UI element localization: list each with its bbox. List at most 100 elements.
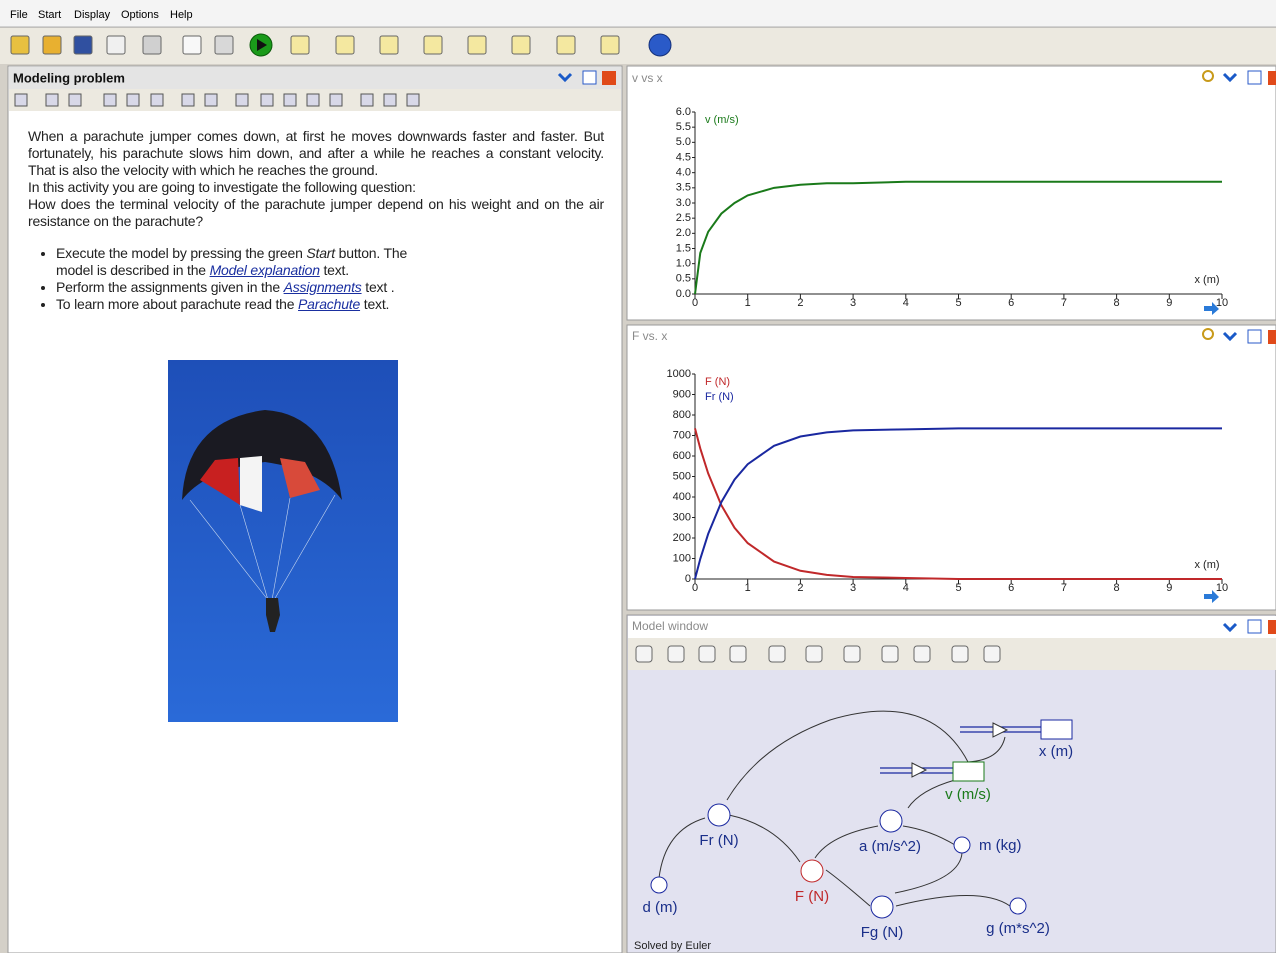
menu-item[interactable]: Start	[38, 9, 61, 21]
panel-title: Modeling problem	[13, 70, 125, 85]
legend-label: v (m/s)	[705, 114, 739, 126]
model-button[interactable]	[668, 646, 684, 662]
y-tick-label: 5.0	[676, 136, 691, 148]
model-button[interactable]	[699, 646, 715, 662]
link[interactable]: Parachute	[298, 296, 360, 312]
x-tick-label: 6	[1008, 297, 1014, 309]
x-tick-label: 9	[1166, 582, 1172, 594]
x-tick-label: 8	[1114, 582, 1120, 594]
y-tick-label: 6.0	[676, 106, 691, 118]
help-button[interactable]	[649, 34, 671, 56]
format-button[interactable]	[151, 94, 163, 106]
toolbar-button[interactable]	[601, 36, 619, 54]
close-button[interactable]	[602, 71, 616, 85]
toolbar-button[interactable]	[380, 36, 398, 54]
toolbar-button[interactable]	[291, 36, 309, 54]
y-tick-label: 1000	[667, 368, 691, 380]
toolbar-button[interactable]	[107, 36, 125, 54]
bullet-list: Execute the model by pressing the green …	[28, 245, 436, 313]
toolbar-button[interactable]	[74, 36, 92, 54]
close-button[interactable]	[1268, 71, 1276, 85]
menu-item[interactable]: Help	[170, 9, 193, 21]
x-tick-label: 10	[1216, 582, 1228, 594]
maximize-button[interactable]	[1248, 71, 1261, 84]
format-button[interactable]	[261, 94, 273, 106]
link[interactable]: Model explanation	[210, 262, 320, 278]
format-button[interactable]	[407, 94, 419, 106]
model-button[interactable]	[882, 646, 898, 662]
format-button[interactable]	[127, 94, 139, 106]
toolbar-button[interactable]	[143, 36, 161, 54]
variable	[708, 804, 730, 826]
format-button[interactable]	[307, 94, 319, 106]
model-button[interactable]	[806, 646, 822, 662]
stock	[953, 762, 984, 781]
y-tick-label: 200	[673, 532, 691, 544]
chart-panel	[627, 325, 1276, 610]
node-label: d (m)	[643, 899, 678, 916]
y-tick-label: 900	[673, 388, 691, 400]
toolbar-button[interactable]	[215, 36, 233, 54]
constant	[1010, 898, 1026, 914]
format-button[interactable]	[384, 94, 396, 106]
toolbar-button[interactable]	[557, 36, 575, 54]
format-button[interactable]	[361, 94, 373, 106]
model-button[interactable]	[844, 646, 860, 662]
x-tick-label: 2	[797, 297, 803, 309]
node-label: Fg (N)	[861, 924, 904, 941]
model-button[interactable]	[984, 646, 1000, 662]
link[interactable]: Assignments	[284, 279, 362, 295]
canopy-stripe	[240, 456, 262, 512]
chart-panel	[627, 66, 1276, 320]
node-label: m (kg)	[979, 837, 1022, 854]
maximize-button[interactable]	[1248, 330, 1261, 343]
variable	[880, 810, 902, 832]
toolbar-button[interactable]	[43, 36, 61, 54]
bullet: To learn more about parachute read the P…	[56, 296, 436, 313]
variable	[871, 896, 893, 918]
paragraph: When a parachute jumper comes down, at f…	[28, 128, 604, 179]
text: text .	[362, 279, 395, 295]
x-tick-label: 4	[903, 582, 909, 594]
problem-text: When a parachute jumper comes down, at f…	[28, 128, 604, 313]
format-button[interactable]	[69, 94, 81, 106]
menu-item[interactable]: File	[10, 9, 28, 21]
x-tick-label: 0	[692, 297, 698, 309]
toolbar-button[interactable]	[424, 36, 442, 54]
format-button[interactable]	[104, 94, 116, 106]
node-label: x (m)	[1039, 743, 1073, 760]
toolbar-button[interactable]	[11, 36, 29, 54]
model-button[interactable]	[769, 646, 785, 662]
toolbar-button[interactable]	[183, 36, 201, 54]
y-tick-label: 0.0	[676, 288, 691, 300]
format-button[interactable]	[236, 94, 248, 106]
y-tick-label: 3.0	[676, 197, 691, 209]
menu-item[interactable]: Display	[74, 9, 111, 21]
format-button[interactable]	[15, 94, 27, 106]
model-button[interactable]	[914, 646, 930, 662]
paragraph: In this activity you are going to invest…	[28, 179, 604, 196]
x-tick-label: 9	[1166, 297, 1172, 309]
maximize-button[interactable]	[583, 71, 596, 84]
toolbar-button[interactable]	[512, 36, 530, 54]
format-button[interactable]	[284, 94, 296, 106]
format-button[interactable]	[182, 94, 194, 106]
maximize-button[interactable]	[1248, 620, 1261, 633]
toolbar-button[interactable]	[468, 36, 486, 54]
format-button[interactable]	[205, 94, 217, 106]
model-button[interactable]	[636, 646, 652, 662]
toolbar-button[interactable]	[336, 36, 354, 54]
page: File Start Display Options Help Modeling…	[0, 0, 1276, 953]
y-tick-label: 500	[673, 470, 691, 482]
format-button[interactable]	[330, 94, 342, 106]
format-button[interactable]	[46, 94, 58, 106]
model-button[interactable]	[730, 646, 746, 662]
x-tick-label: 7	[1061, 582, 1067, 594]
close-button[interactable]	[1268, 330, 1276, 344]
x-tick-label: 8	[1114, 297, 1120, 309]
close-button[interactable]	[1268, 620, 1276, 634]
model-button[interactable]	[952, 646, 968, 662]
x-tick-label: 2	[797, 582, 803, 594]
menu-item[interactable]: Options	[121, 9, 159, 21]
node-label: a (m/s^2)	[859, 838, 921, 855]
